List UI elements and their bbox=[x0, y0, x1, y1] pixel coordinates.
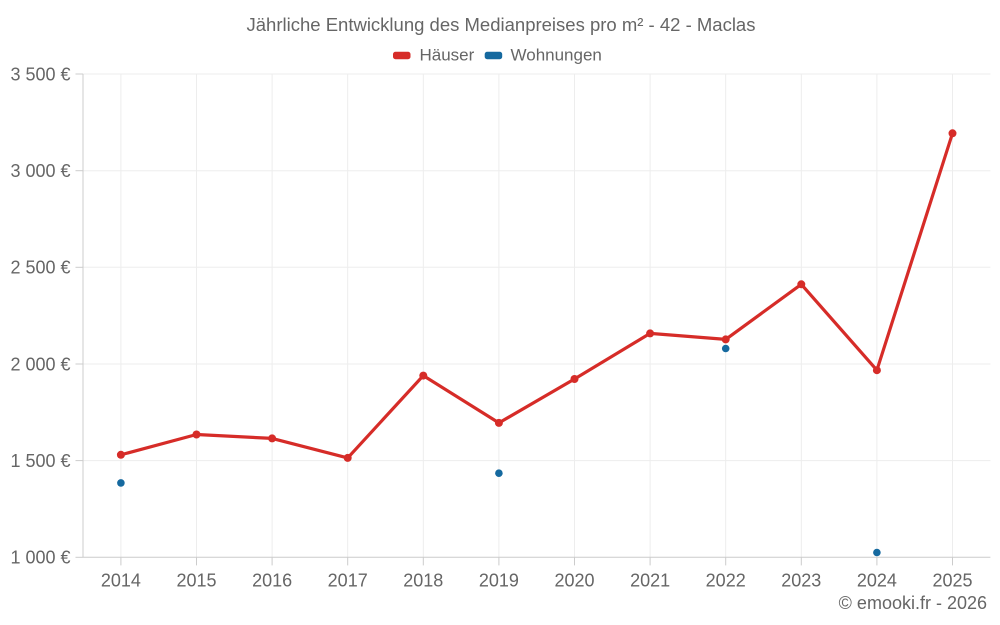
svg-text:2 000 €: 2 000 € bbox=[10, 354, 70, 374]
svg-text:2023: 2023 bbox=[781, 570, 821, 590]
svg-text:1 500 €: 1 500 € bbox=[10, 451, 70, 471]
svg-text:2017: 2017 bbox=[328, 570, 368, 590]
svg-text:Häuser: Häuser bbox=[420, 46, 475, 65]
svg-text:2022: 2022 bbox=[706, 570, 746, 590]
svg-text:2020: 2020 bbox=[554, 570, 594, 590]
svg-text:2 500 €: 2 500 € bbox=[10, 258, 70, 278]
svg-text:1 000 €: 1 000 € bbox=[10, 548, 70, 568]
svg-text:2021: 2021 bbox=[630, 570, 670, 590]
svg-text:© emooki.fr - 2026: © emooki.fr - 2026 bbox=[839, 593, 987, 613]
svg-text:2014: 2014 bbox=[101, 570, 141, 590]
svg-text:2024: 2024 bbox=[857, 570, 897, 590]
svg-text:Jährliche Entwicklung des Medi: Jährliche Entwicklung des Medianpreises … bbox=[247, 14, 756, 35]
svg-text:2025: 2025 bbox=[932, 570, 972, 590]
svg-text:2018: 2018 bbox=[403, 570, 443, 590]
svg-text:2016: 2016 bbox=[252, 570, 292, 590]
svg-text:3 000 €: 3 000 € bbox=[10, 161, 70, 181]
svg-text:Wohnungen: Wohnungen bbox=[511, 46, 602, 65]
svg-text:2015: 2015 bbox=[176, 570, 216, 590]
svg-text:3 500 €: 3 500 € bbox=[10, 64, 70, 84]
svg-text:2019: 2019 bbox=[479, 570, 519, 590]
